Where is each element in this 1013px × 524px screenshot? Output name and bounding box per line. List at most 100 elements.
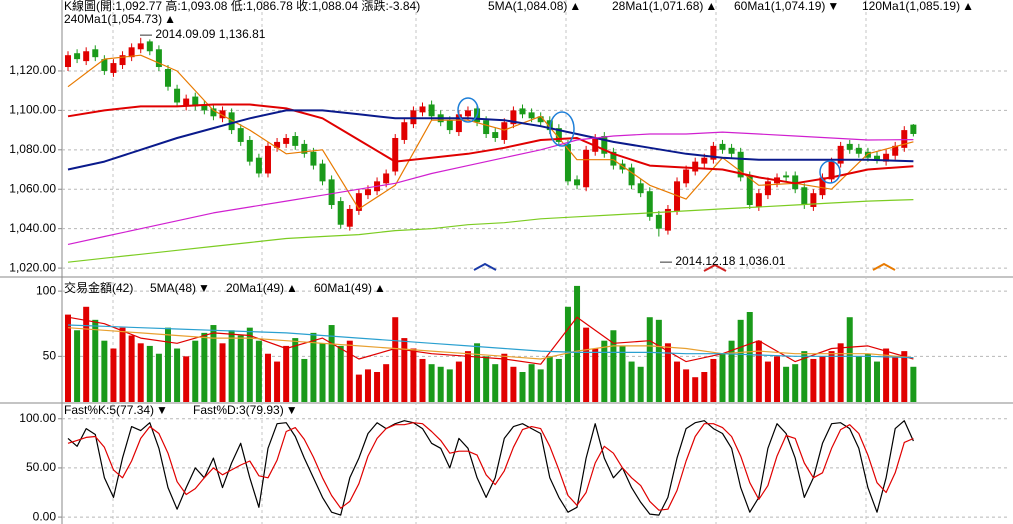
volume-bar bbox=[419, 358, 426, 402]
legend-label: 20Ma1(49) bbox=[226, 281, 284, 295]
y-tick-label: 50 bbox=[43, 349, 57, 363]
volume-bar bbox=[701, 372, 708, 402]
candle-body bbox=[637, 183, 644, 194]
volume-bar bbox=[492, 364, 499, 402]
candle-body bbox=[837, 145, 844, 164]
volume-bar bbox=[819, 356, 826, 402]
volume-bar bbox=[674, 361, 681, 402]
candle-body bbox=[483, 120, 490, 135]
volume-bar bbox=[364, 369, 371, 402]
volume-bar bbox=[564, 306, 571, 402]
candle-body bbox=[783, 175, 790, 178]
candle-body bbox=[901, 130, 908, 148]
highlight-marks bbox=[457, 97, 896, 272]
candle-body bbox=[710, 145, 717, 160]
candle-body bbox=[346, 208, 353, 227]
y-tick-label: 0.00 bbox=[33, 509, 57, 523]
candle-body bbox=[846, 143, 853, 150]
candle-body bbox=[264, 145, 271, 174]
volume-bar bbox=[555, 358, 562, 402]
volume-bar bbox=[328, 325, 335, 402]
candle-body bbox=[528, 112, 535, 119]
volume-bar bbox=[901, 351, 908, 402]
candle-body bbox=[274, 141, 281, 148]
chart-title: 交易金額(42) bbox=[64, 280, 133, 295]
legend-trend: ▲ bbox=[705, 0, 717, 13]
candle-body bbox=[874, 155, 881, 160]
candle-body bbox=[155, 49, 162, 68]
candle-body bbox=[892, 145, 899, 156]
volume-bar bbox=[710, 358, 717, 402]
volume-bar bbox=[255, 340, 262, 402]
candle-body bbox=[683, 169, 690, 184]
candle-body bbox=[828, 161, 835, 180]
y-tick-label: 1,100.00 bbox=[9, 103, 56, 117]
candle-body bbox=[164, 68, 171, 87]
series-line bbox=[67, 327, 914, 360]
candle-body bbox=[755, 193, 762, 207]
candle-body bbox=[883, 153, 890, 162]
volume-bar bbox=[174, 348, 181, 402]
series-line bbox=[67, 420, 914, 516]
volume-bar bbox=[201, 332, 208, 402]
candle-body bbox=[337, 201, 344, 225]
volume-bar bbox=[592, 348, 599, 402]
volume-bar bbox=[401, 338, 408, 402]
volume-bar bbox=[692, 377, 699, 402]
volume-bar bbox=[601, 340, 608, 402]
series-line bbox=[67, 324, 914, 359]
candle-body bbox=[764, 181, 771, 196]
volume-bar bbox=[119, 327, 126, 402]
volume-bar bbox=[392, 317, 399, 402]
legend-trend: ▲ bbox=[962, 0, 974, 13]
volume-bar bbox=[810, 358, 817, 402]
candle-body bbox=[446, 120, 453, 131]
candle-body bbox=[119, 55, 126, 66]
y-tick-label: 100 bbox=[36, 283, 56, 297]
volume-bar bbox=[855, 356, 862, 402]
y-tick-label: 1,120.00 bbox=[9, 63, 56, 77]
candle-body bbox=[364, 189, 371, 196]
volume-bar bbox=[110, 348, 117, 402]
legend-label: Fast%D:3(79.93) bbox=[193, 403, 284, 417]
volume-bar bbox=[546, 356, 553, 402]
candle-body bbox=[101, 59, 108, 71]
volume-bar bbox=[783, 366, 790, 402]
candle-body bbox=[910, 124, 917, 134]
volume-bar bbox=[892, 356, 899, 402]
legend-trend: ▲ bbox=[374, 281, 386, 295]
volume-bar bbox=[192, 340, 199, 402]
legend-trend: ▼ bbox=[198, 281, 210, 295]
series-line bbox=[67, 199, 914, 263]
candle-body bbox=[355, 193, 362, 211]
volume-bar bbox=[437, 366, 444, 402]
legend-label: 60Ma1(1,074.19) bbox=[734, 0, 825, 13]
volume-bar bbox=[228, 330, 235, 402]
candle-body bbox=[555, 128, 562, 142]
volume-bar bbox=[637, 366, 644, 402]
candle-body bbox=[401, 122, 408, 140]
volume-bar bbox=[455, 361, 462, 402]
y-tick-label: 1,060.00 bbox=[9, 181, 56, 195]
volume-bar bbox=[537, 369, 544, 402]
candle-body bbox=[246, 139, 253, 162]
volume-bar bbox=[319, 343, 326, 402]
volume-bar bbox=[128, 335, 135, 402]
legend-label: 60Ma1(49) bbox=[314, 281, 372, 295]
volume-bar bbox=[337, 345, 344, 402]
volume-bar bbox=[728, 340, 735, 402]
candle-body bbox=[328, 179, 335, 206]
volume-bar bbox=[746, 312, 753, 402]
candle-body bbox=[819, 177, 826, 196]
candle-body bbox=[701, 157, 708, 164]
volume-bar bbox=[528, 364, 535, 402]
volume-bar bbox=[519, 372, 526, 402]
volume-bar bbox=[583, 327, 590, 402]
volume-bar bbox=[501, 353, 508, 402]
candle-body bbox=[183, 98, 190, 107]
volume-bar bbox=[828, 351, 835, 402]
volume-bar bbox=[210, 325, 217, 402]
highlight-circle bbox=[549, 111, 575, 147]
legend-label: 120Ma1(1,085.19) bbox=[862, 0, 960, 13]
